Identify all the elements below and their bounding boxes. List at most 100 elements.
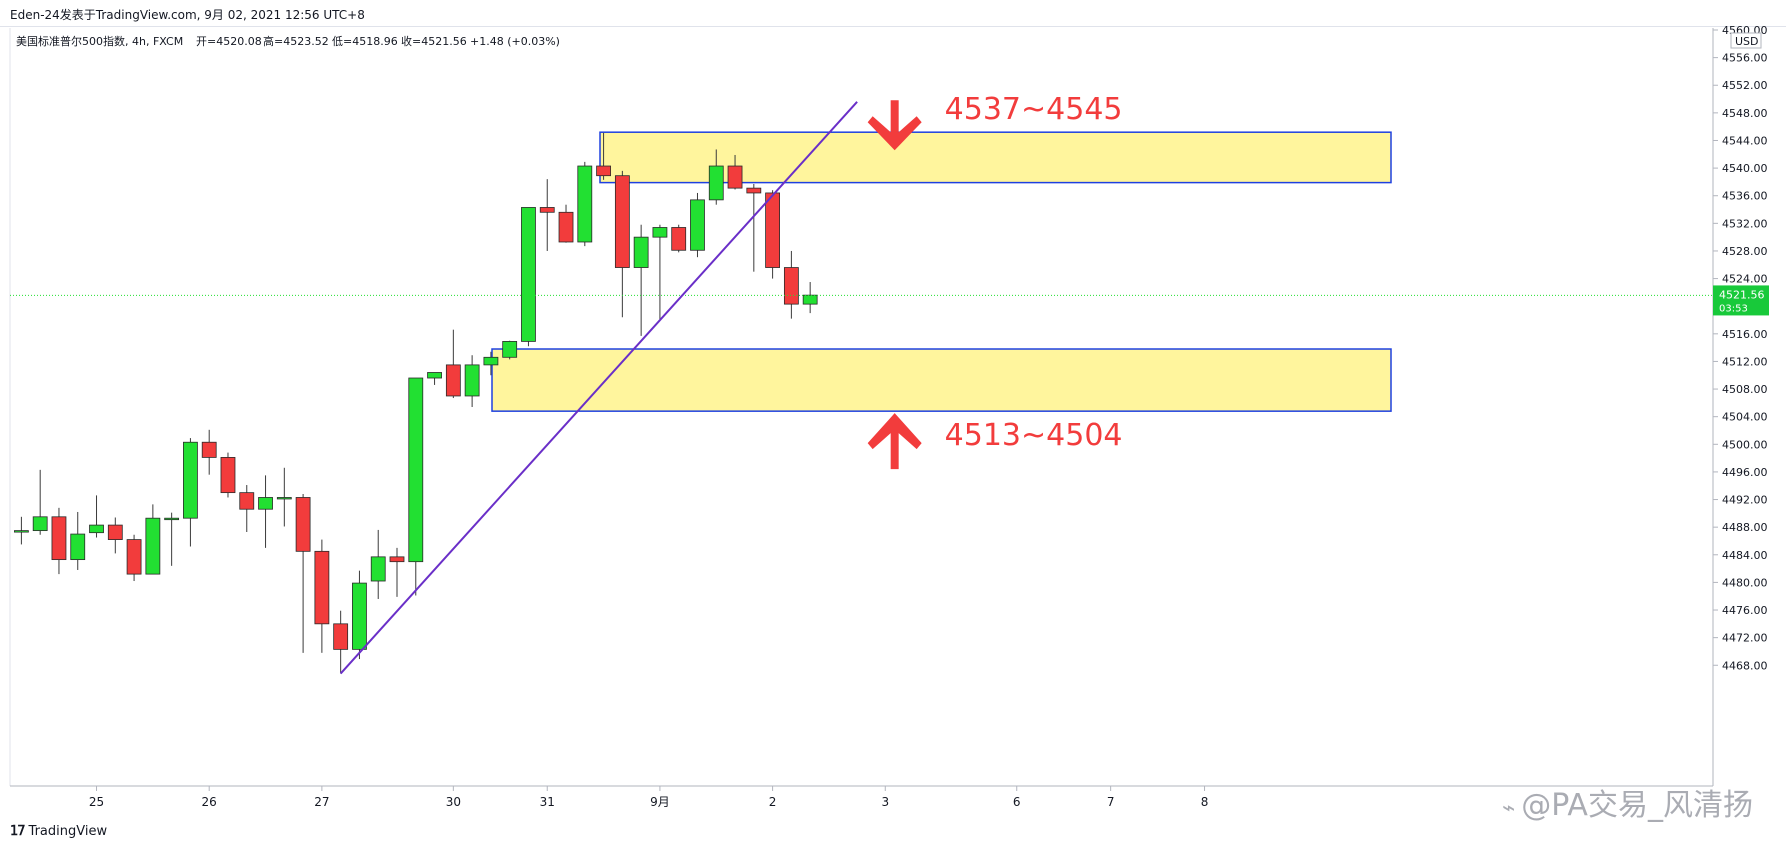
tradingview-logo: 𝟣𝟩 TradingView (10, 824, 107, 839)
y-tick-label: 4480.00 (1722, 576, 1768, 589)
y-tick-label: 4540.00 (1722, 162, 1768, 175)
candle-body (708, 165, 724, 201)
candle-body (690, 199, 705, 251)
candle-body (164, 517, 180, 521)
trendline (339, 101, 858, 675)
candle-body (746, 187, 762, 194)
candle-body (295, 497, 311, 552)
candle-body (126, 539, 142, 575)
candle-body (70, 533, 86, 561)
y-tick-label: 4536.00 (1722, 190, 1768, 203)
y-tick-label: 4472.00 (1722, 632, 1768, 645)
candle-body (427, 372, 442, 379)
candle-body (370, 556, 386, 582)
candle-body (408, 377, 424, 563)
publish-header: Eden-24发表于TradingView.com, 9月 02, 2021 1… (0, 0, 1786, 27)
candle-body (239, 492, 255, 510)
y-tick-label: 4496.00 (1722, 466, 1768, 479)
overlays-layer: 4521.56 03:53 4537~4545 4513~4504 (10, 92, 1769, 675)
candle-body (539, 207, 555, 213)
candle-body (483, 356, 499, 366)
x-tick-label: 7 (1107, 795, 1115, 809)
y-tick-label: 4508.00 (1722, 383, 1768, 396)
candle-body (445, 364, 461, 397)
y-tick-label: 4512.00 (1722, 355, 1768, 368)
y-tick-label: 4468.00 (1722, 659, 1768, 672)
tradingview-logo-icon: 𝟣𝟩 (10, 824, 26, 839)
x-tick-label: 6 (1013, 795, 1021, 809)
watermark-text: @PA交易_风清扬 (1521, 788, 1753, 823)
candle-body (314, 550, 330, 625)
y-tick-label: 4544.00 (1722, 134, 1768, 147)
candle-body (145, 517, 161, 575)
candle-body (765, 192, 780, 268)
y-tick-label: 4524.00 (1722, 273, 1768, 286)
candle-body (201, 441, 217, 458)
candle-body (633, 236, 649, 268)
tradingview-logo-text: TradingView (28, 824, 108, 839)
y-tick-label: 4500.00 (1722, 438, 1768, 451)
legend-close: 收=4521.56 (401, 34, 467, 48)
candle-body (276, 497, 292, 500)
zones-layer (491, 131, 1392, 412)
candle-body (783, 267, 799, 305)
legend-change: +1.48 (+0.03%) (470, 35, 560, 48)
last-price-box (1713, 285, 1769, 316)
y-tick-label: 4556.00 (1722, 52, 1768, 65)
candle-body (558, 211, 574, 243)
candle-body (521, 207, 536, 342)
annotation-label: 4537~4545 (945, 92, 1123, 127)
y-tick-label: 4488.00 (1722, 521, 1768, 534)
legend: 美国标准普尔500指数, 4h, FXCM 开=4520.08 高=4523.5… (16, 34, 560, 48)
candles-layer (13, 132, 818, 674)
last-price-countdown: 03:53 (1719, 303, 1748, 314)
share-icon: ⌁ (1502, 796, 1516, 821)
x-tick-label: 27 (314, 795, 329, 809)
candle-body (352, 582, 367, 650)
candle-body (389, 556, 405, 563)
candle-body (13, 530, 29, 533)
y-tick-label: 4484.00 (1722, 549, 1768, 562)
candle-body (464, 364, 480, 397)
candle-body (220, 457, 236, 494)
legend-symbol: 美国标准普尔500指数, 4h, FXCM (16, 34, 183, 48)
publish-info: Eden-24发表于TradingView.com, 9月 02, 2021 1… (10, 8, 365, 22)
candle-body (333, 623, 349, 650)
y-tick-label: 4528.00 (1722, 245, 1768, 258)
x-tick-label: 9月 (650, 795, 670, 809)
y-tick-label: 4476.00 (1722, 604, 1768, 617)
candle-body (577, 165, 593, 243)
x-tick-label: 8 (1201, 795, 1209, 809)
candle-body (258, 497, 273, 510)
x-tick-label: 25 (89, 795, 104, 809)
candle-body (614, 175, 630, 268)
candle-body (183, 441, 198, 519)
candle-body (802, 294, 818, 305)
candle-body (32, 516, 48, 532)
last-price-value: 4521.56 (1719, 288, 1765, 301)
annotation-label: 4513~4504 (945, 418, 1123, 453)
currency-label: USD (1735, 35, 1759, 48)
candle-body (596, 165, 611, 177)
y-tick-label: 4532.00 (1722, 217, 1768, 230)
x-tick-label: 3 (881, 795, 889, 809)
candle-body (727, 165, 743, 189)
watermark: ⌁ @PA交易_风清扬 (1502, 780, 1753, 824)
y-tick-label: 4548.00 (1722, 107, 1768, 120)
y-tick-label: 4516.00 (1722, 328, 1768, 341)
y-tick-label: 4552.00 (1722, 79, 1768, 92)
candle-body (652, 227, 668, 238)
candle-body (51, 516, 67, 561)
legend-open: 开=4520.08 (196, 35, 262, 48)
price-zone (491, 348, 1392, 412)
candle-body (502, 341, 518, 358)
legend-high: 高=4523.52 (263, 34, 329, 48)
arrow-up-icon (867, 413, 922, 470)
currency-box (1730, 32, 1762, 49)
candle-body (671, 227, 687, 251)
footer (0, 818, 1786, 850)
x-tick-label: 30 (446, 795, 461, 809)
x-tick-label: 2 (769, 795, 777, 809)
candle-body (107, 524, 123, 540)
